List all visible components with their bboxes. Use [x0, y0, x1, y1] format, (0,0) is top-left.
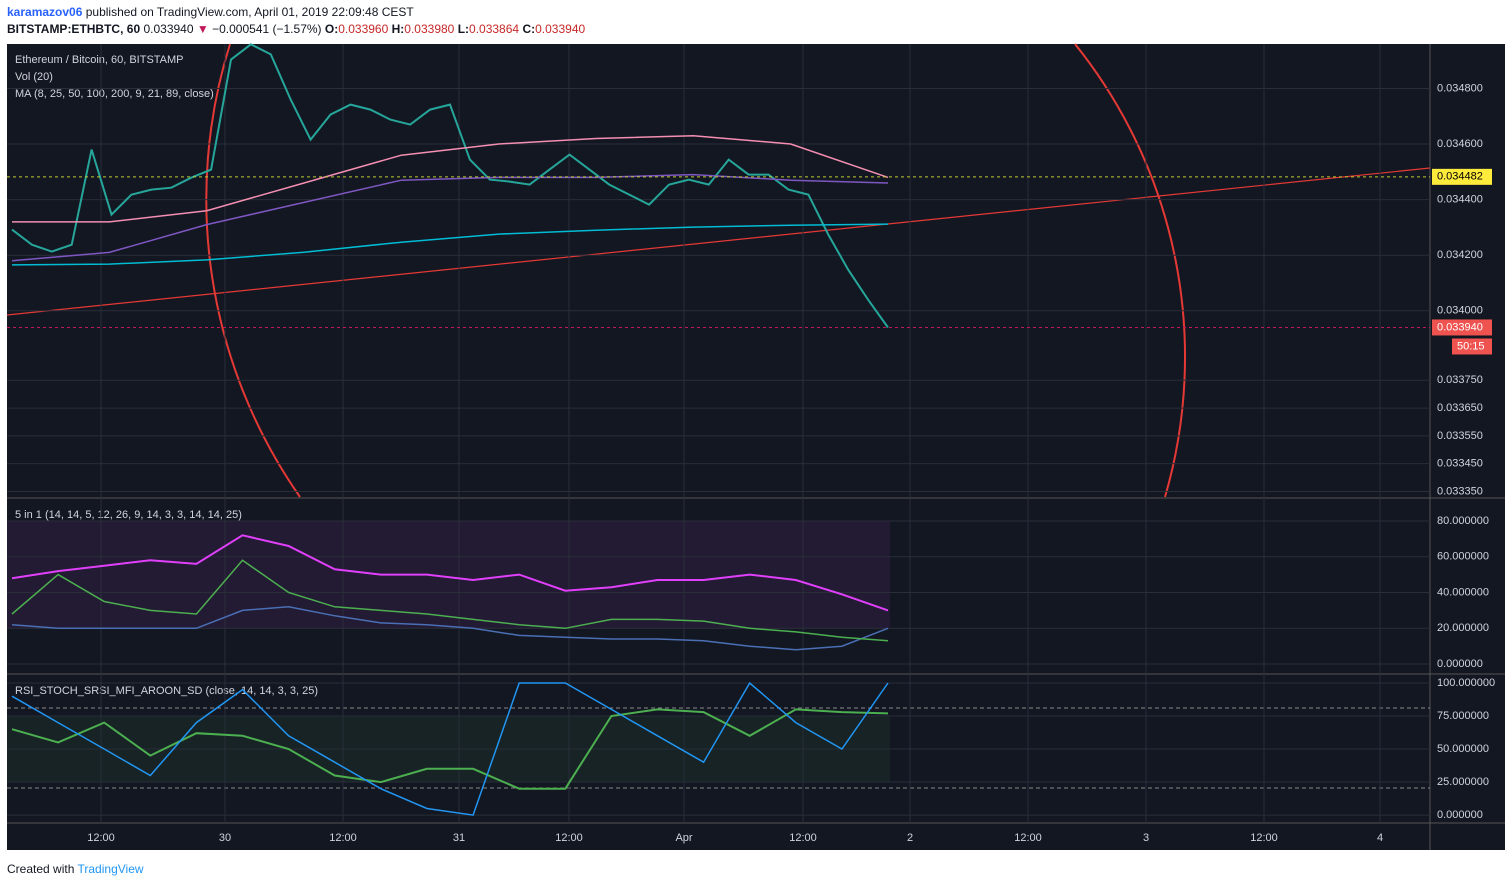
y-tick-label: 0.034000 [1437, 305, 1483, 317]
series-line [11, 559, 889, 642]
pane-title: Ethereum / Bitcoin, 60, BITSTAMP [15, 54, 184, 66]
countdown: 50:15 [1457, 340, 1485, 352]
y-tick-label: 0.033350 [1437, 485, 1483, 497]
y-tick-label: 0.034200 [1437, 249, 1483, 261]
y-tick-label: 0.000000 [1437, 809, 1483, 821]
x-tick-label: 12:00 [329, 832, 357, 844]
y-tick-label: 20.000000 [1437, 622, 1489, 634]
x-tick-label: 12:00 [789, 832, 817, 844]
y-tick-label: 0.033550 [1437, 430, 1483, 442]
author: karamazov06 [7, 5, 83, 19]
x-tick-label: 12:00 [555, 832, 583, 844]
series-line [11, 708, 889, 790]
x-tick-label: 4 [1377, 832, 1383, 844]
series-line [12, 134, 889, 223]
level-label: 0.034482 [1437, 171, 1483, 183]
series-line [11, 43, 889, 329]
header-line: BITSTAMP:ETHBTC, 60 0.033940 ▼ −0.000541… [7, 22, 585, 36]
series-line [11, 681, 889, 816]
series-line [11, 534, 889, 612]
last-box [1432, 319, 1492, 336]
x-tick-label: 12:00 [1250, 832, 1278, 844]
open: 0.033960 [338, 22, 389, 36]
high: 0.033980 [404, 22, 455, 36]
x-tick-label: 12:00 [87, 832, 115, 844]
high-label: H: [391, 22, 405, 36]
x-tick-label: Apr [675, 832, 692, 844]
x-tick-label: 30 [219, 832, 231, 844]
pane-title: RSI_STOCH_SRSI_MFI_AROON_SD (close, 14, … [15, 685, 318, 697]
header-line: karamazov06 published on TradingView.com… [7, 5, 414, 19]
close-label: C: [522, 22, 536, 36]
series-line [11, 173, 889, 262]
y-tick-label: 0.034600 [1437, 138, 1483, 150]
arrow: ▼ [196, 22, 209, 36]
y-tick-label: 40.000000 [1437, 586, 1489, 598]
brand: TradingView [77, 862, 144, 876]
last: 0.033940 [143, 22, 194, 36]
pane-title: Vol (20) [15, 71, 53, 83]
y-tick-label: 0.034400 [1437, 194, 1483, 206]
low-label: L: [457, 22, 470, 36]
series-line [11, 606, 889, 651]
y-tick-label: 25.000000 [1437, 776, 1489, 788]
x-tick-label: 2 [907, 832, 913, 844]
y-tick-label: 100.000000 [1437, 677, 1495, 689]
symbol: BITSTAMP:ETHBTC, 60 [7, 22, 141, 36]
close: 0.033940 [535, 22, 586, 36]
level-box [1432, 168, 1492, 185]
y-tick-label: 0.033750 [1437, 374, 1483, 386]
low: 0.033864 [469, 22, 520, 36]
y-tick-label: 60.000000 [1437, 551, 1489, 563]
y-tick-label: 0.033450 [1437, 458, 1483, 470]
created: Created with [7, 862, 75, 876]
y-tick-label: 0.000000 [1437, 658, 1483, 670]
series-line [11, 223, 889, 266]
pane-title: 5 in 1 (14, 14, 5, 12, 26, 9, 14, 3, 3, … [15, 509, 242, 521]
trend-line [6, 167, 1431, 316]
pane-title: MA (8, 25, 50, 100, 200, 9, 21, 89, clos… [15, 88, 214, 100]
y-tick-label: 0.034800 [1437, 82, 1483, 94]
y-tick-label: 0.033650 [1437, 402, 1483, 414]
y-tick-label: 50.000000 [1437, 743, 1489, 755]
open-label: O: [324, 22, 339, 36]
footer: Created with TradingView [7, 862, 144, 876]
y-tick-label: 75.000000 [1437, 710, 1489, 722]
published: published on TradingView.com, April 01, … [85, 5, 414, 19]
x-tick-label: 3 [1143, 832, 1149, 844]
last-label: 0.033940 [1437, 321, 1483, 333]
x-tick-label: 31 [453, 832, 465, 844]
circle-drawing [205, 43, 1186, 498]
change: −0.000541 (−1.57%) [212, 22, 322, 36]
y-tick-label: 80.000000 [1437, 515, 1489, 527]
x-tick-label: 12:00 [1014, 832, 1042, 844]
countdown-box [1452, 338, 1492, 355]
